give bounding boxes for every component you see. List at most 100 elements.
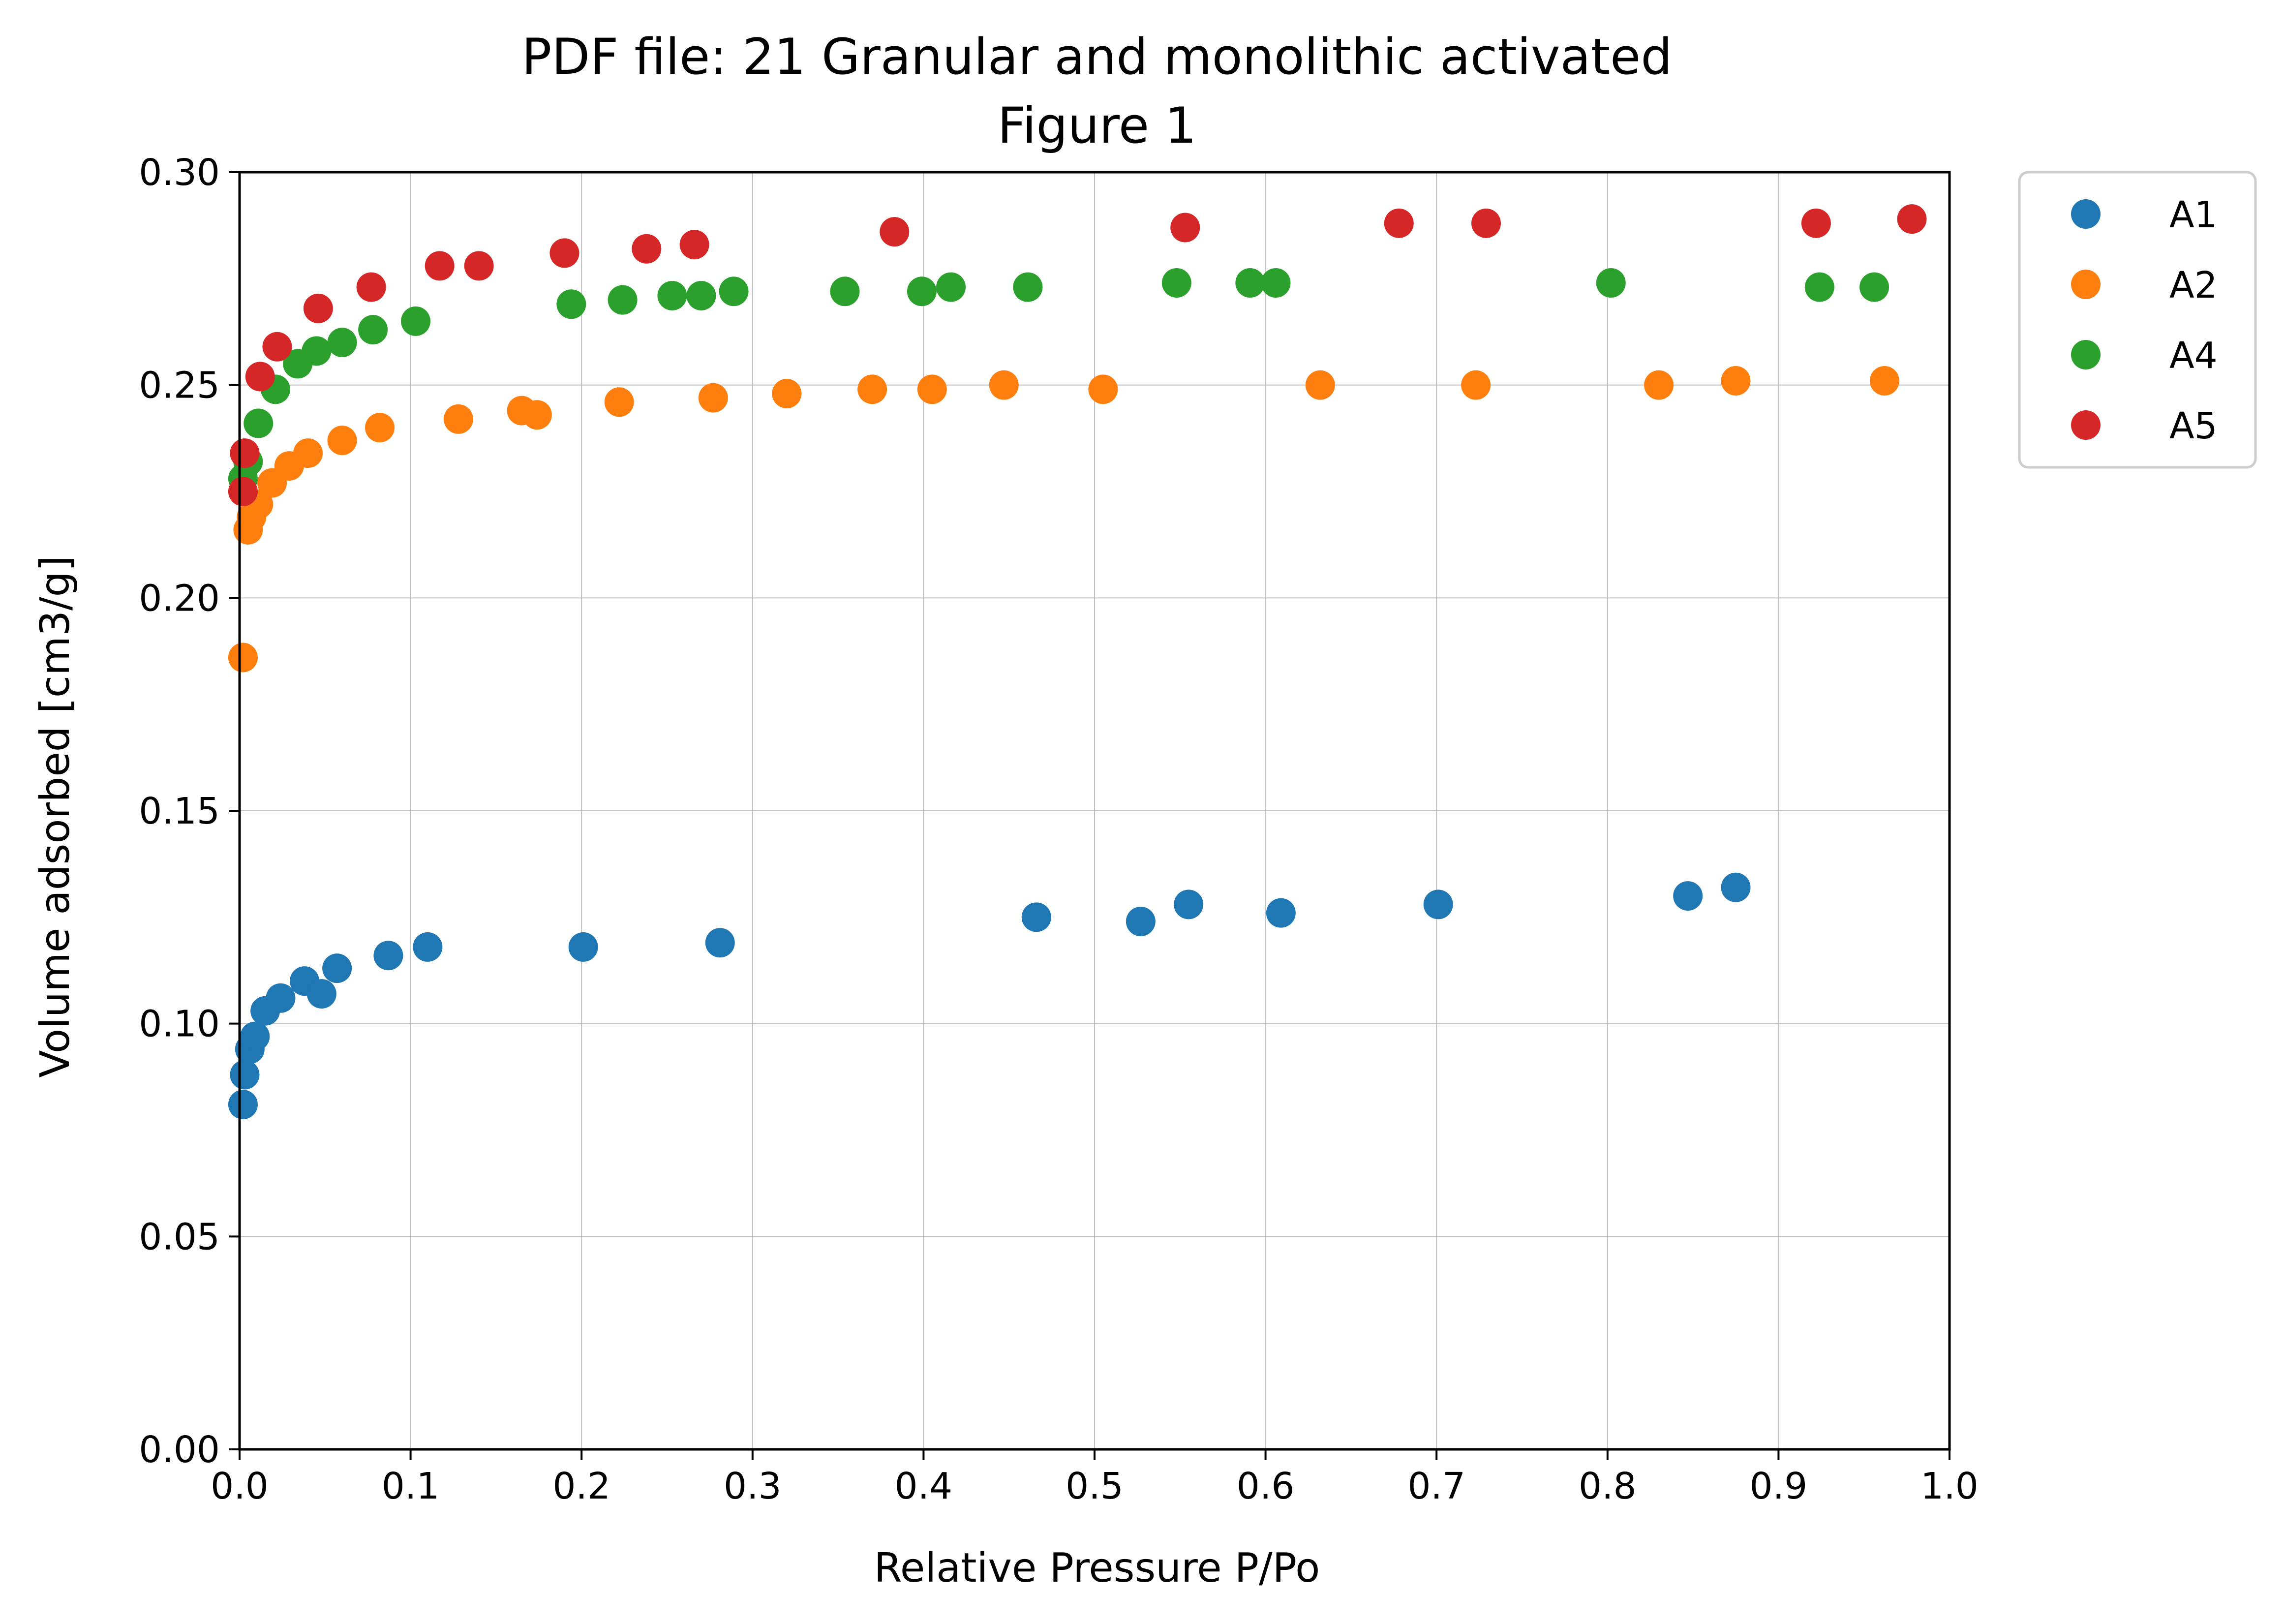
data-point xyxy=(266,983,296,1013)
data-point xyxy=(1471,208,1501,238)
data-point xyxy=(327,426,357,456)
x-tick-label: 0.2 xyxy=(552,1465,610,1507)
data-point xyxy=(1170,213,1200,243)
data-point xyxy=(327,328,357,358)
data-point xyxy=(989,370,1019,400)
data-point xyxy=(907,276,937,306)
data-point xyxy=(1174,889,1204,919)
data-point xyxy=(1261,268,1291,298)
data-point xyxy=(464,251,494,281)
data-point xyxy=(228,477,258,506)
data-point xyxy=(830,276,860,306)
chart-title: PDF file: 21 Granular and monolithic act… xyxy=(522,28,1673,86)
x-tick-label: 0.8 xyxy=(1579,1465,1637,1507)
data-point xyxy=(1596,268,1626,298)
data-point xyxy=(322,953,352,983)
data-point xyxy=(443,404,473,434)
data-point xyxy=(1126,906,1156,936)
data-point xyxy=(1461,370,1491,400)
data-point xyxy=(230,438,260,468)
data-point xyxy=(522,400,552,430)
data-point xyxy=(1088,374,1118,404)
x-tick-label: 0.0 xyxy=(211,1465,269,1507)
data-point xyxy=(604,387,634,417)
data-point xyxy=(1013,272,1043,302)
data-point xyxy=(1161,268,1191,298)
data-point xyxy=(228,1090,258,1120)
data-point xyxy=(1266,898,1296,928)
data-point xyxy=(244,408,274,438)
x-tick-label: 0.6 xyxy=(1237,1465,1295,1507)
data-point xyxy=(719,276,749,306)
chart-subtitle: Figure 1 xyxy=(998,96,1197,154)
data-point xyxy=(632,234,662,264)
series-A1 xyxy=(228,872,1751,1120)
legend-marker xyxy=(2071,410,2101,440)
data-point xyxy=(358,315,388,345)
data-point xyxy=(1804,272,1834,302)
data-point xyxy=(1644,370,1674,400)
data-point xyxy=(262,332,292,362)
legend-label: A5 xyxy=(2169,405,2218,447)
data-point xyxy=(549,238,579,268)
data-point xyxy=(1801,208,1831,238)
x-axis-label: Relative Pressure P/Po xyxy=(874,1545,1320,1592)
x-tick-label: 0.7 xyxy=(1407,1465,1465,1507)
legend-marker xyxy=(2071,270,2101,299)
data-point xyxy=(1305,370,1335,400)
y-axis-label: Volume adsorbed [cm3/g] xyxy=(32,555,79,1077)
data-point xyxy=(365,413,395,443)
legend-label: A4 xyxy=(2169,335,2218,377)
x-tick-label: 0.5 xyxy=(1066,1465,1124,1507)
data-point xyxy=(880,217,910,247)
y-tick-label: 0.05 xyxy=(139,1216,220,1258)
data-point xyxy=(230,1060,260,1090)
y-tick-label: 0.25 xyxy=(139,365,220,407)
data-point xyxy=(568,932,598,962)
y-tick-label: 0.20 xyxy=(139,577,220,619)
data-point xyxy=(857,374,887,404)
data-point xyxy=(1384,208,1414,238)
data-point xyxy=(240,1021,270,1051)
legend-frame xyxy=(2018,171,2257,469)
data-point xyxy=(1673,881,1703,911)
data-point xyxy=(705,928,735,958)
series-A2 xyxy=(228,366,1899,673)
y-tick-label: 0.00 xyxy=(139,1429,220,1471)
data-point xyxy=(657,280,687,310)
data-point xyxy=(698,383,728,413)
x-tick-label: 0.9 xyxy=(1750,1465,1808,1507)
data-point xyxy=(413,932,443,962)
data-point xyxy=(425,251,455,281)
data-point xyxy=(356,272,386,302)
x-tick-label: 0.4 xyxy=(895,1465,953,1507)
data-point xyxy=(679,230,709,260)
series-A5 xyxy=(228,204,1927,506)
data-point xyxy=(1721,872,1751,902)
data-point xyxy=(303,293,333,323)
legend-label: A1 xyxy=(2169,194,2218,236)
data-point xyxy=(1869,366,1899,396)
legend: A1 A2 A4 A5 xyxy=(2018,171,2257,469)
grid-lines xyxy=(239,172,1950,1450)
data-point xyxy=(917,374,947,404)
y-tick-label: 0.30 xyxy=(139,152,220,194)
data-point xyxy=(1721,366,1751,396)
data-point xyxy=(686,280,716,310)
y-tick-label: 0.15 xyxy=(139,790,220,832)
data-point xyxy=(228,643,258,673)
x-tick-label: 1.0 xyxy=(1920,1465,1979,1507)
data-point xyxy=(608,285,638,315)
x-tick-label: 0.1 xyxy=(382,1465,440,1507)
axis-ticks: 0.0 0.1 0.2 0.3 0.4 0.5 0.6 0.7 0.8 0.9 1.0 0.00 0.0… xyxy=(139,152,1979,1507)
data-point xyxy=(772,378,802,408)
legend-label: A2 xyxy=(2169,264,2218,306)
y-tick-label: 0.10 xyxy=(139,1003,220,1045)
x-tick-label: 0.3 xyxy=(724,1465,782,1507)
legend-marker xyxy=(2071,340,2101,369)
data-point xyxy=(1021,902,1051,932)
data-point xyxy=(1235,268,1265,298)
data-point xyxy=(1423,889,1453,919)
data-point xyxy=(401,306,431,336)
